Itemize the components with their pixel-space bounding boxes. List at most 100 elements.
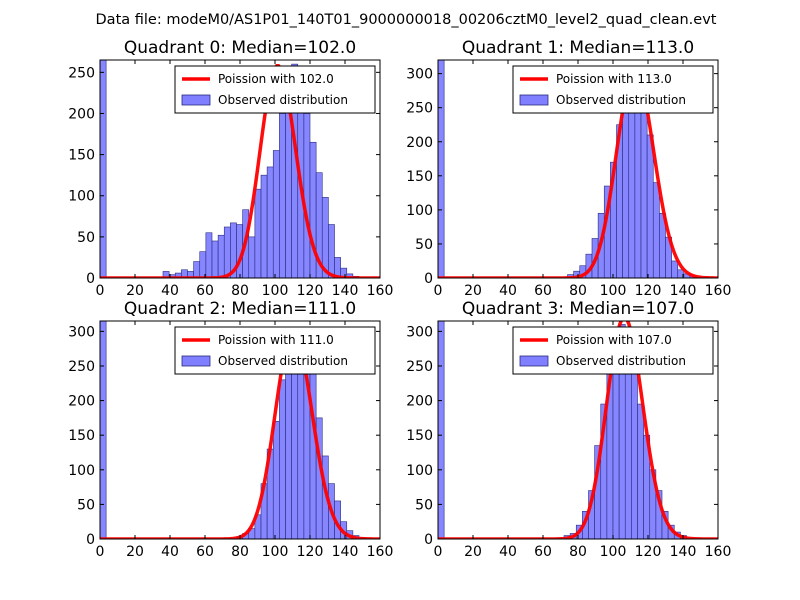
x-tick-label: 80 bbox=[231, 283, 249, 299]
x-tick-label: 160 bbox=[705, 283, 732, 299]
y-tick-label: 100 bbox=[68, 189, 95, 205]
x-tick-label: 40 bbox=[161, 544, 179, 560]
x-tick-label: 0 bbox=[96, 283, 105, 299]
y-tick-label: 0 bbox=[424, 532, 433, 548]
y-tick-label: 300 bbox=[406, 324, 433, 340]
x-tick-label: 20 bbox=[464, 544, 482, 560]
x-tick-label: 120 bbox=[635, 544, 662, 560]
x-tick-label: 140 bbox=[670, 283, 697, 299]
y-tick-label: 0 bbox=[424, 271, 433, 287]
histogram-bar bbox=[193, 261, 201, 278]
y-tick-label: 200 bbox=[68, 106, 95, 122]
x-tick-label: 60 bbox=[196, 544, 214, 560]
x-tick-label: 60 bbox=[534, 544, 552, 560]
x-tick-label: 100 bbox=[262, 283, 289, 299]
figure-title: Data file: modeM0/AS1P01_140T01_90000000… bbox=[96, 12, 717, 28]
histogram-bar bbox=[646, 134, 654, 278]
y-tick-label: 0 bbox=[86, 532, 95, 548]
x-tick-label: 60 bbox=[196, 283, 214, 299]
edge-bar bbox=[100, 321, 107, 539]
x-tick-label: 100 bbox=[600, 544, 627, 560]
histogram-bar bbox=[291, 372, 299, 539]
y-tick-label: 50 bbox=[77, 497, 95, 513]
histogram-bar bbox=[223, 226, 231, 278]
y-tick-label: 100 bbox=[406, 203, 433, 219]
y-tick-label: 50 bbox=[77, 230, 95, 246]
histogram-bar bbox=[272, 150, 280, 278]
x-tick-label: 140 bbox=[670, 544, 697, 560]
x-tick-label: 160 bbox=[705, 544, 732, 560]
legend-label-poisson: Poission with 107.0 bbox=[556, 333, 672, 347]
legend-bar-swatch bbox=[181, 94, 211, 106]
x-tick-label: 140 bbox=[332, 544, 359, 560]
panel-quadrant-3: 0 20 40 60 80 100 120 140 160 0 50 100 150 200 250 300 Q… bbox=[406, 299, 731, 560]
x-tick-label: 80 bbox=[569, 544, 587, 560]
x-tick-label: 100 bbox=[600, 283, 627, 299]
y-tick-label: 100 bbox=[406, 463, 433, 479]
y-tick-label: 50 bbox=[415, 497, 433, 513]
x-tick-label: 40 bbox=[499, 283, 517, 299]
panel-title: Quadrant 3: Median=107.0 bbox=[462, 299, 694, 319]
x-tick-label: 80 bbox=[569, 283, 587, 299]
y-tick-label: 250 bbox=[406, 359, 433, 375]
legend-bar-swatch bbox=[181, 355, 211, 367]
histogram-bar bbox=[671, 260, 679, 278]
x-tick-label: 160 bbox=[367, 544, 394, 560]
x-tick-label: 20 bbox=[464, 283, 482, 299]
histogram-bar bbox=[328, 224, 335, 278]
panels: 0 20 40 60 80 100 120 140 160050100150200250Quad… bbox=[68, 38, 731, 560]
histogram-bar bbox=[285, 355, 292, 539]
panel-title: Quadrant 0: Median=102.0 bbox=[124, 38, 356, 58]
panel-quadrant-0: 0 20 40 60 80 100 120 140 160 0 50 100 150 200 250 Quad… bbox=[68, 38, 393, 299]
y-tick-label: 200 bbox=[406, 135, 433, 151]
y-tick-label: 0 bbox=[86, 271, 95, 287]
histogram-bar bbox=[248, 236, 256, 278]
legend: Poission with 111.0 Observed distribution bbox=[174, 326, 376, 375]
plot-area bbox=[438, 60, 718, 278]
legend: Poission with 113.0 Observed distribution bbox=[512, 65, 714, 114]
x-tick-label: 120 bbox=[635, 283, 662, 299]
x-tick-label: 120 bbox=[297, 544, 324, 560]
x-tick-label: 80 bbox=[231, 544, 249, 560]
panel-title: Quadrant 2: Median=111.0 bbox=[124, 299, 356, 319]
histogram-bar bbox=[254, 188, 262, 278]
legend-label-observed: Observed distribution bbox=[556, 93, 686, 107]
x-tick-label: 0 bbox=[96, 544, 105, 560]
edge-bar bbox=[438, 321, 445, 539]
panel-title: Quadrant 1: Median=113.0 bbox=[462, 38, 694, 58]
edge-bar bbox=[100, 60, 107, 278]
histogram-bar bbox=[279, 379, 286, 539]
y-tick-label: 200 bbox=[68, 394, 95, 410]
panel-quadrant-2: 0 20 40 60 80 100 120 140 160 0 50 100 150 200 250 300 Q… bbox=[68, 299, 393, 560]
histogram-bar bbox=[279, 113, 286, 278]
legend-label-poisson: Poission with 111.0 bbox=[218, 333, 334, 347]
x-tick-label: 20 bbox=[126, 544, 144, 560]
y-tick-label: 50 bbox=[415, 237, 433, 253]
histogram-bar bbox=[272, 421, 280, 539]
y-tick-label: 300 bbox=[68, 324, 95, 340]
x-tick-label: 20 bbox=[126, 283, 144, 299]
histogram-bar bbox=[211, 240, 219, 278]
poisson-curve bbox=[438, 321, 718, 539]
edge-bar bbox=[438, 60, 445, 278]
y-tick-label: 150 bbox=[68, 148, 95, 164]
legend: Poission with 102.0 Observed distribution bbox=[174, 65, 376, 114]
panel-quadrant-1: 0 20 40 60 80 100 120 140 160 0 50 100 150 200 250 300 Q… bbox=[406, 38, 731, 299]
y-tick-label: 250 bbox=[406, 101, 433, 117]
histogram-bar bbox=[652, 182, 660, 278]
legend-label-observed: Observed distribution bbox=[218, 93, 348, 107]
histogram-bar bbox=[217, 234, 225, 278]
histogram-bar bbox=[205, 232, 213, 278]
x-tick-label: 120 bbox=[297, 283, 324, 299]
histogram-bar bbox=[309, 141, 317, 278]
legend: Poission with 107.0 Observed distribution bbox=[512, 326, 714, 375]
y-tick-label: 100 bbox=[68, 463, 95, 479]
x-tick-label: 0 bbox=[434, 283, 443, 299]
legend-label-poisson: Poission with 102.0 bbox=[218, 72, 334, 86]
legend-bar-swatch bbox=[519, 94, 549, 106]
x-tick-label: 40 bbox=[161, 283, 179, 299]
legend-label-observed: Observed distribution bbox=[556, 354, 686, 368]
legend-label-poisson: Poission with 113.0 bbox=[556, 72, 672, 86]
y-tick-label: 150 bbox=[406, 428, 433, 444]
